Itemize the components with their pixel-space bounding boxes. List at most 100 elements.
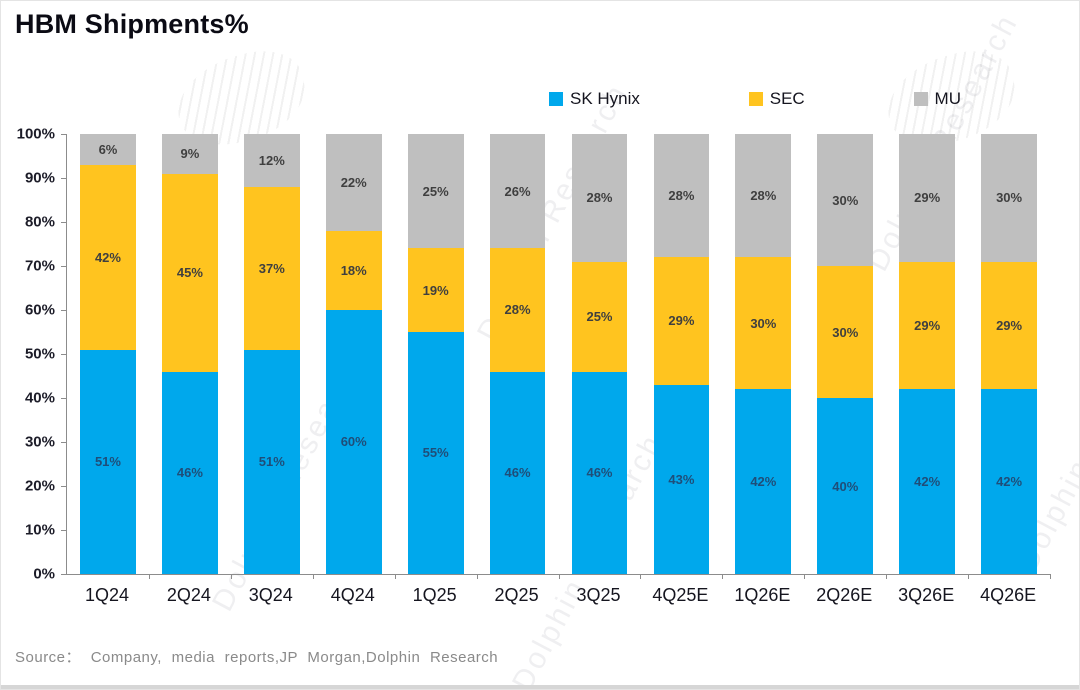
segment-value-label: 42% xyxy=(914,474,941,490)
y-tick-label: 90% xyxy=(24,169,55,187)
y-tick-label: 100% xyxy=(16,125,55,143)
y-tick-label: 0% xyxy=(33,565,55,583)
bar-column-3q25: 28% 25% 46% xyxy=(559,134,641,574)
segment-value-label: 29% xyxy=(996,317,1023,333)
segment-value-label: 37% xyxy=(258,260,285,276)
y-tick-mark xyxy=(61,177,67,179)
x-tick-mark xyxy=(640,574,642,579)
plot-area: 0% 10% 20% 30% 40% 50% 60% 70% 80% 90% 100% 6% 42% 51… xyxy=(17,126,1051,583)
segment-value-label: 29% xyxy=(668,313,695,329)
stacked-bar: 29% 29% 42% xyxy=(899,134,956,574)
segment-value-label: 22% xyxy=(340,174,367,190)
segment-sk-hynix: 60% xyxy=(325,309,382,574)
segment-mu: 30% xyxy=(981,134,1037,262)
segment-value-label: 55% xyxy=(422,445,449,461)
segment-sec: 19% xyxy=(407,248,464,332)
y-tick-mark xyxy=(61,529,67,531)
legend-swatch-sec-icon xyxy=(748,92,763,106)
segment-mu: 22% xyxy=(325,134,382,231)
segment-value-label: 29% xyxy=(914,317,941,333)
bar-column-1q24: 6% 42% 51% xyxy=(67,134,149,574)
segment-value-label: 40% xyxy=(832,478,859,494)
source-note: Source： Company, media reports,JP Morgan… xyxy=(15,649,499,666)
x-tick-mark xyxy=(886,574,888,579)
window-bottom-edge xyxy=(1,685,1079,689)
segment-sk-hynix: 46% xyxy=(162,371,218,574)
segment-sk-hynix: 46% xyxy=(571,371,628,574)
x-category-label: 1Q24 xyxy=(84,585,129,605)
bar-column-2q25: 26% 28% 46% xyxy=(477,134,559,574)
segment-value-label: 43% xyxy=(668,471,695,487)
x-category-label: 3Q26E xyxy=(898,585,955,605)
stacked-bar: 6% 42% 51% xyxy=(80,134,136,574)
segment-mu: 26% xyxy=(489,134,546,249)
segment-mu: 12% xyxy=(243,134,300,187)
segment-value-label: 42% xyxy=(750,474,777,490)
x-category-label: 1Q26E xyxy=(734,585,791,605)
segment-sec: 29% xyxy=(899,261,956,390)
y-tick-label: 50% xyxy=(24,345,55,363)
segment-sec: 29% xyxy=(653,257,710,385)
segment-sk-hynix: 42% xyxy=(735,389,792,574)
y-tick-label: 20% xyxy=(24,477,55,495)
bar-column-2q26e: 30% 30% 40% xyxy=(804,134,886,574)
y-tick-mark xyxy=(61,265,67,267)
x-category-label: 2Q25 xyxy=(494,585,539,605)
segment-value-label: 30% xyxy=(832,324,859,340)
bar-column-4q25e: 28% 29% 43% xyxy=(640,134,722,574)
segment-mu: 28% xyxy=(571,134,628,262)
x-tick-mark xyxy=(476,574,478,579)
segment-value-label: 28% xyxy=(586,190,613,206)
segment-mu: 28% xyxy=(653,134,710,258)
bar-column-1q26e: 28% 30% 42% xyxy=(722,134,804,574)
x-category-label: 3Q24 xyxy=(248,585,293,605)
segment-value-label: 46% xyxy=(504,465,531,481)
x-tick-mark xyxy=(1050,574,1051,579)
segment-sk-hynix: 42% xyxy=(981,389,1037,574)
segment-value-label: 51% xyxy=(258,454,285,470)
stacked-bar: 9% 45% 46% xyxy=(162,134,218,574)
legend: SK Hynix SEC MU xyxy=(549,89,961,109)
segment-sec: 29% xyxy=(981,261,1037,390)
segment-value-label: 28% xyxy=(668,188,695,204)
x-category-label: 4Q26E xyxy=(980,585,1037,605)
segment-value-label: 46% xyxy=(586,465,613,481)
y-tick-label: 80% xyxy=(24,213,55,231)
legend-label-sk-hynix: SK Hynix xyxy=(570,89,640,108)
segment-value-label: 9% xyxy=(180,146,200,162)
page-title: HBM Shipments% xyxy=(15,9,249,39)
x-tick-mark xyxy=(722,574,724,579)
segment-mu: 9% xyxy=(162,134,218,174)
stacked-bar: 28% 29% 43% xyxy=(653,134,710,574)
segment-value-label: 42% xyxy=(996,474,1023,490)
x-category-label: 4Q25E xyxy=(652,585,709,605)
legend-item-mu: MU xyxy=(913,89,961,109)
segment-mu: 29% xyxy=(899,134,956,262)
legend-swatch-mu-icon xyxy=(913,92,928,106)
x-category-label: 2Q26E xyxy=(816,585,873,605)
segment-value-label: 30% xyxy=(750,315,777,331)
y-tick-mark xyxy=(61,397,67,399)
x-tick-mark xyxy=(394,574,396,579)
legend-item-sec: SEC xyxy=(748,89,805,109)
bar-column-4q24: 22% 18% 60% xyxy=(313,134,395,574)
y-tick-mark xyxy=(61,221,67,223)
x-tick-mark xyxy=(804,574,806,579)
segment-sk-hynix: 55% xyxy=(407,331,464,574)
bar-column-2q24: 9% 45% 46% xyxy=(149,134,231,574)
segment-sk-hynix: 40% xyxy=(817,398,874,574)
stacked-bar: 30% 30% 40% xyxy=(817,134,874,574)
segment-value-label: 30% xyxy=(996,190,1023,206)
segment-sec: 42% xyxy=(80,164,136,350)
segment-value-label: 28% xyxy=(750,188,777,204)
legend-swatch-sk-hynix-icon xyxy=(549,92,563,106)
segment-value-label: 29% xyxy=(914,190,941,206)
y-tick-label: 40% xyxy=(24,389,55,407)
segment-value-label: 25% xyxy=(586,309,613,325)
y-tick-label: 70% xyxy=(24,257,55,275)
stacked-bar: 22% 18% 60% xyxy=(325,134,382,574)
segment-value-label: 45% xyxy=(176,265,203,281)
y-tick-mark xyxy=(61,133,67,135)
x-tick-mark xyxy=(968,574,970,579)
